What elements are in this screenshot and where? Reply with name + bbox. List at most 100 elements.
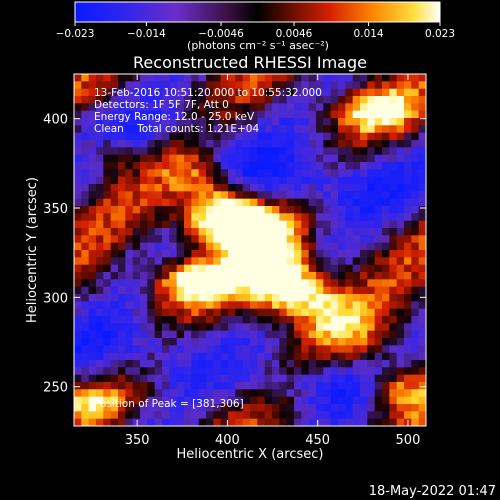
heatmap-cell xyxy=(110,228,119,236)
heatmap-cell xyxy=(411,374,420,383)
heatmap-cell xyxy=(184,132,192,141)
heatmap-cell xyxy=(235,154,244,163)
heatmap-cell xyxy=(360,264,368,273)
heatmap-cell xyxy=(125,345,134,354)
heatmap-cell xyxy=(176,382,185,390)
heatmap-cell xyxy=(264,308,273,317)
heatmap-cell xyxy=(118,169,126,178)
heatmap-cell xyxy=(264,367,273,376)
heatmap-cell xyxy=(125,301,134,310)
heatmap-cell xyxy=(308,81,317,90)
heatmap-cell xyxy=(103,272,112,280)
heatmap-cell xyxy=(176,147,185,156)
heatmap-cell xyxy=(213,147,222,156)
heatmap-cell xyxy=(74,154,82,163)
heatmap-cell xyxy=(162,294,170,302)
heatmap-cell xyxy=(272,382,280,390)
heatmap-cell xyxy=(360,118,368,126)
heatmap-cell xyxy=(110,323,119,332)
heatmap-cell xyxy=(286,360,295,368)
heatmap-cell xyxy=(242,140,251,148)
heatmap-cell xyxy=(323,272,332,280)
heatmap-cell xyxy=(228,264,236,273)
heatmap-cell xyxy=(110,360,119,368)
heatmap-cell xyxy=(382,103,390,112)
heatmap-cell xyxy=(345,103,354,112)
heatmap-cell xyxy=(110,316,119,324)
heatmap-cell xyxy=(330,198,339,207)
heatmap-cell xyxy=(103,242,112,251)
heatmap-cell xyxy=(176,96,185,104)
heatmap-cell xyxy=(162,140,170,148)
heatmap-cell xyxy=(147,88,156,97)
heatmap-cell xyxy=(213,228,222,236)
heatmap-cell xyxy=(286,162,295,170)
heatmap-cell xyxy=(103,235,112,244)
heatmap-cell xyxy=(96,125,104,134)
heatmap-cell xyxy=(228,103,236,112)
heatmap-cell xyxy=(257,374,266,383)
heatmap-cell xyxy=(374,147,383,156)
heatmap-cell xyxy=(323,184,332,192)
heatmap-cell xyxy=(147,118,156,126)
heatmap-cell xyxy=(345,367,354,376)
heatmap-cell xyxy=(169,279,178,288)
heatmap-cell xyxy=(169,367,178,376)
heatmap-cell xyxy=(198,140,207,148)
heatmap-cell xyxy=(96,147,104,156)
heatmap-cell xyxy=(257,88,266,97)
heatmap-cell xyxy=(154,198,163,207)
heatmap-cell xyxy=(118,250,126,258)
heatmap-cell xyxy=(147,191,156,200)
heatmap-cell xyxy=(389,396,398,405)
heatmap-cell xyxy=(228,169,236,178)
heatmap-cell xyxy=(213,338,222,346)
heatmap-cell xyxy=(352,103,361,112)
heatmap-cell xyxy=(162,220,170,229)
heatmap-cell xyxy=(367,272,376,280)
heatmap-cell xyxy=(191,323,200,332)
heatmap-cell xyxy=(301,184,310,192)
heatmap-cell xyxy=(213,220,222,229)
heatmap-cell xyxy=(132,235,141,244)
heatmap-cell xyxy=(147,294,156,302)
heatmap-cell xyxy=(74,279,82,288)
heatmap-cell xyxy=(206,125,214,134)
heatmap-cell xyxy=(360,198,368,207)
heatmap-cell xyxy=(301,264,310,273)
heatmap-cell xyxy=(235,264,244,273)
heatmap-cell xyxy=(389,88,398,97)
heatmap-cell xyxy=(110,140,119,148)
heatmap-cell xyxy=(74,242,82,251)
heatmap-cell xyxy=(345,88,354,97)
heatmap-cell xyxy=(191,286,200,295)
heatmap-cell xyxy=(220,418,229,427)
heatmap-cell xyxy=(301,96,310,104)
heatmap-cell xyxy=(418,316,427,324)
heatmap-cell xyxy=(242,352,251,361)
heatmap-cell xyxy=(294,103,302,112)
heatmap-cell xyxy=(250,279,258,288)
heatmap-cell xyxy=(389,220,398,229)
heatmap-cell xyxy=(338,96,346,104)
heatmap-cell xyxy=(213,88,222,97)
heatmap-cell xyxy=(220,330,229,339)
heatmap-cell xyxy=(374,74,383,82)
y-tick-label: 300 xyxy=(43,291,68,306)
heatmap-cell xyxy=(360,169,368,178)
heatmap-cell xyxy=(323,279,332,288)
heatmap-cell xyxy=(330,286,339,295)
heatmap-cell xyxy=(235,418,244,427)
heatmap-cell xyxy=(396,154,405,163)
heatmap-cell xyxy=(367,374,376,383)
heatmap-cell xyxy=(352,147,361,156)
heatmap-cell xyxy=(286,154,295,163)
heatmap-cell xyxy=(389,74,398,82)
heatmap-cell xyxy=(176,418,185,427)
heatmap-cell xyxy=(396,360,405,368)
heatmap-cell xyxy=(118,330,126,339)
heatmap-cell xyxy=(228,250,236,258)
heatmap-cell xyxy=(140,264,148,273)
heatmap-cell xyxy=(169,301,178,310)
heatmap-cell xyxy=(110,154,119,163)
